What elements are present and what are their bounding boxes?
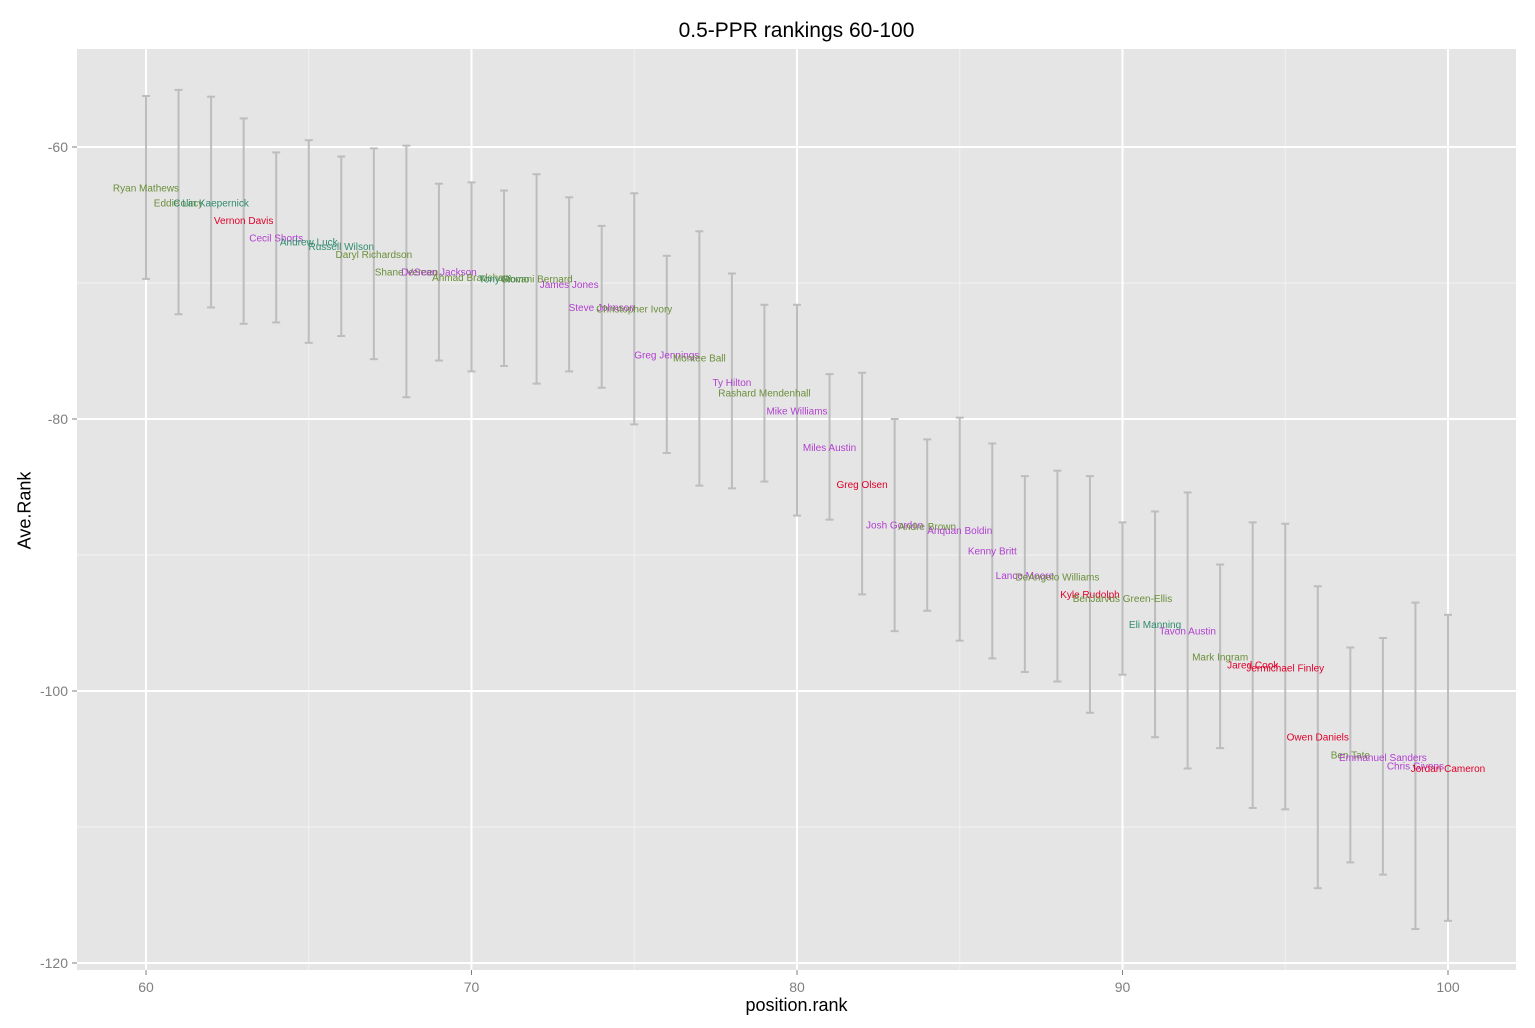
player-label: Greg Jennings bbox=[634, 351, 699, 362]
y-tick-label: -120 bbox=[40, 955, 68, 971]
player-label: Shane Vereen bbox=[375, 268, 438, 279]
player-label: Eli Manning bbox=[1129, 620, 1181, 631]
y-tick-label: -80 bbox=[48, 411, 68, 427]
player-label: Rashard Mendenhall bbox=[718, 389, 810, 400]
player-label: DeAngelo Williams bbox=[1015, 572, 1099, 583]
player-label: Tavon Austin bbox=[1159, 627, 1216, 638]
player-label: Ben Tate bbox=[1331, 750, 1371, 761]
player-label: Lance Moore bbox=[996, 571, 1055, 582]
player-label: Tony Romo bbox=[479, 274, 530, 285]
player-label: Jared Cook bbox=[1227, 661, 1279, 672]
player-label: BenJarvus Green-Ellis bbox=[1073, 594, 1172, 605]
y-axis-label: Ave.Rank bbox=[14, 471, 35, 550]
player-label: Ahmad Bradshaw bbox=[432, 273, 512, 284]
x-tick-label: 90 bbox=[1115, 979, 1131, 995]
player-label: Russell Wilson bbox=[309, 242, 375, 253]
player-label: Giovani Bernard bbox=[500, 274, 572, 285]
player-label: Mark Ingram bbox=[1192, 653, 1248, 664]
player-label: Jermichael Finley bbox=[1246, 663, 1324, 674]
player-label: Vernon Davis bbox=[214, 216, 273, 227]
player-label: Greg Olsen bbox=[837, 480, 888, 491]
x-tick-label: 80 bbox=[789, 979, 805, 995]
player-label: Steve Johnson bbox=[569, 303, 635, 314]
player-label: Josh Gordon bbox=[866, 521, 923, 532]
player-label: Anquan Boldin bbox=[927, 526, 992, 537]
player-label: Christopher Ivory bbox=[596, 304, 672, 315]
x-tick-label: 100 bbox=[1436, 979, 1460, 995]
x-tick-label: 70 bbox=[464, 979, 480, 995]
error-bars bbox=[142, 88, 1452, 930]
player-label: Andrew Luck bbox=[280, 238, 339, 249]
x-axis-label: position.rank bbox=[745, 995, 848, 1015]
player-label: James Jones bbox=[540, 280, 599, 291]
chart-title: 0.5-PPR rankings 60-100 bbox=[678, 19, 915, 42]
x-tick-label: 60 bbox=[138, 979, 154, 995]
player-label: DeSean Jackson bbox=[401, 268, 477, 279]
player-label: Andre Brown bbox=[898, 522, 956, 533]
player-label: Mike Williams bbox=[766, 406, 827, 417]
player-label: Chris Givens bbox=[1387, 761, 1444, 772]
y-tick-label: -100 bbox=[40, 683, 68, 699]
player-label: Emmanuel Sanders bbox=[1339, 753, 1427, 764]
player-label: Ty Hilton bbox=[712, 378, 751, 389]
player-label: Cecil Shorts bbox=[249, 234, 303, 245]
player-label: Jordan Cameron bbox=[1411, 764, 1485, 775]
player-label: Kenny Britt bbox=[968, 546, 1017, 557]
player-label: Montee Ball bbox=[673, 353, 726, 364]
player-label: Daryl Richardson bbox=[335, 250, 412, 261]
player-label: Colin Kaepernick bbox=[173, 198, 250, 209]
player-label: Ryan Mathews bbox=[113, 183, 179, 194]
player-label: Owen Daniels bbox=[1287, 733, 1349, 744]
player-label: Kyle Rudolph bbox=[1060, 590, 1119, 601]
y-tick-label: -60 bbox=[48, 139, 68, 155]
player-label: Miles Austin bbox=[803, 443, 856, 454]
player-label: Eddie Lacy bbox=[154, 198, 203, 209]
